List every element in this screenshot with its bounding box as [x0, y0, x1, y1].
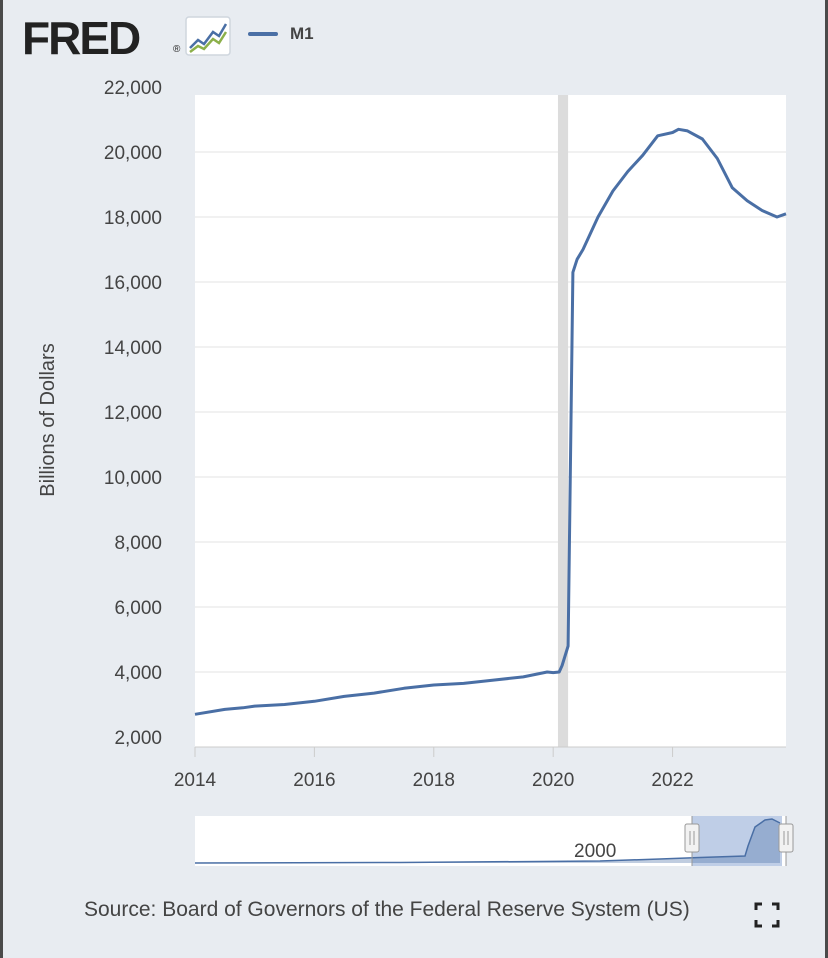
- series-line-m1: [194, 127, 787, 716]
- y-axis-label: Billions of Dollars: [37, 343, 59, 496]
- chart-legend[interactable]: M1: [248, 24, 314, 44]
- navigator-handle-left[interactable]: [684, 816, 700, 866]
- y-axis-ticks: 2,000 4,000 6,000 8,000 10,000 12,000 14,000 16…: [104, 78, 162, 749]
- plot-area: [195, 95, 786, 747]
- logo-registered-mark: ®: [173, 44, 181, 55]
- x-tick-label: 2014: [174, 770, 217, 791]
- y-tick-label: 8,000: [114, 533, 162, 554]
- navigator-handle-right[interactable]: [778, 816, 794, 866]
- y-tick-label: 16,000: [104, 273, 162, 294]
- right-edge: [825, 0, 828, 958]
- y-tick-label: 6,000: [114, 598, 162, 619]
- source-citation: Source: Board of Governors of the Federa…: [84, 898, 690, 921]
- fullscreen-expand-icon[interactable]: [754, 902, 780, 928]
- y-tick-label: 18,000: [104, 208, 162, 229]
- y-tick-label: 10,000: [104, 468, 162, 489]
- drag-handle-icon[interactable]: [684, 823, 700, 853]
- y-tick-label: 14,000: [104, 338, 162, 359]
- fred-logo[interactable]: FRED: [22, 12, 141, 64]
- x-tick-label: 2022: [651, 770, 693, 791]
- legend-label: M1: [290, 24, 314, 43]
- x-axis-ticks: 2014 2016 2018 2020 2022: [174, 746, 786, 791]
- y-tick-label: 2,000: [114, 728, 162, 749]
- gridlines: [195, 151, 786, 673]
- navigator[interactable]: 2000: [194, 816, 794, 866]
- y-tick-label: 12,000: [104, 403, 162, 424]
- y-tick-label: 4,000: [114, 663, 162, 684]
- legend-swatch: [248, 32, 278, 36]
- x-tick-label: 2016: [293, 770, 335, 791]
- navigator-series-line: [194, 818, 781, 864]
- x-tick-label: 2020: [532, 770, 574, 791]
- navigator-series-area: [195, 819, 780, 863]
- left-edge: [0, 0, 3, 958]
- x-tick-label: 2018: [413, 770, 455, 791]
- line-graph-icon: [185, 16, 231, 56]
- drag-handle-icon[interactable]: [778, 823, 794, 853]
- y-tick-label: 20,000: [104, 143, 162, 164]
- recession-band: [557, 95, 569, 747]
- y-tick-label: 22,000: [104, 78, 162, 99]
- navigator-year-label: 2000: [574, 841, 616, 862]
